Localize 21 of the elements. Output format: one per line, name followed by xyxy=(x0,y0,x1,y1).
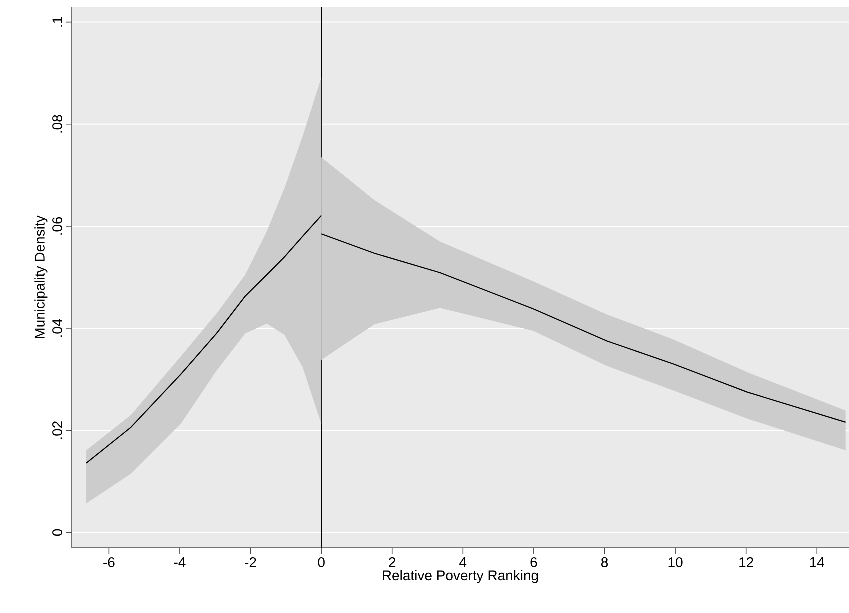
x-tick-label: 0 xyxy=(318,558,325,568)
y-tick-label: 0 xyxy=(52,529,62,536)
line-series xyxy=(321,234,846,423)
x-tick-label: 14 xyxy=(810,558,825,568)
x-tick-label: -4 xyxy=(174,558,186,568)
y-tick-label: .02 xyxy=(52,422,62,440)
y-tick-label: .1 xyxy=(52,17,62,27)
x-tick-label: 2 xyxy=(389,558,396,568)
x-tick-label: 6 xyxy=(530,558,538,568)
x-tick-label: 8 xyxy=(601,558,608,568)
y-tick-label: .04 xyxy=(52,319,62,337)
x-tick-label: -6 xyxy=(104,558,115,568)
x-tick-label: 12 xyxy=(740,558,754,568)
x-tick-label: 10 xyxy=(668,558,683,568)
y-axis-title: Municipality Density xyxy=(34,216,48,338)
line-series xyxy=(86,215,322,464)
x-tick-label: -2 xyxy=(245,558,256,568)
y-tick-label: .08 xyxy=(52,115,62,133)
x-axis-title: Relative Poverty Ranking xyxy=(383,570,538,584)
x-tick-label: 4 xyxy=(460,558,467,568)
y-tick-label: .06 xyxy=(52,217,62,235)
